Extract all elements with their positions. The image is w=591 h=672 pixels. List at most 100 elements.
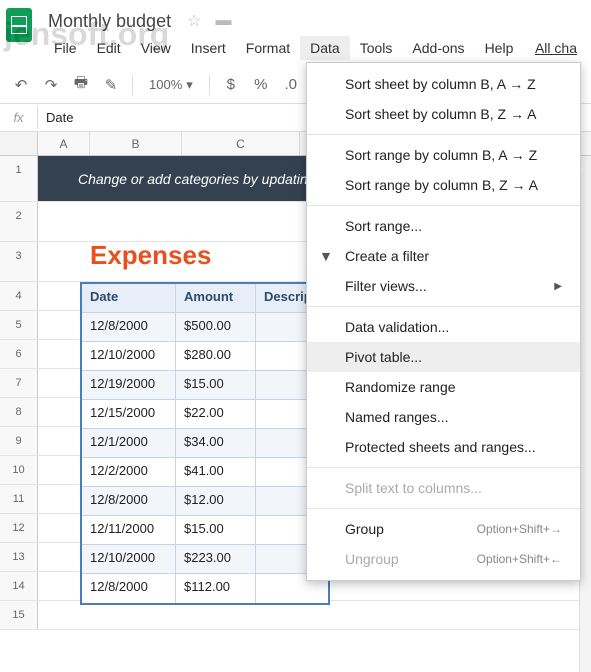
table-row[interactable]: 12/1/2000$34.00 <box>82 429 328 458</box>
table-row[interactable]: 12/19/2000$15.00 <box>82 371 328 400</box>
table-row[interactable]: 12/8/2000$500.00 <box>82 313 328 342</box>
cell-date[interactable]: 12/2/2000 <box>82 458 176 486</box>
table-header-row: Date Amount Descrip <box>82 284 328 313</box>
paint-format-icon[interactable]: ✎ <box>100 74 122 96</box>
th-amount[interactable]: Amount <box>176 284 256 312</box>
row-header[interactable]: 11 <box>0 485 38 513</box>
shortcut-label: Option+Shift+→ <box>477 522 562 536</box>
menu-named-ranges[interactable]: Named ranges... <box>307 402 580 432</box>
row-header[interactable]: 12 <box>0 514 38 542</box>
menu-create-filter[interactable]: ▼Create a filter <box>307 241 580 271</box>
table-row[interactable]: 12/8/2000$112.00 <box>82 574 328 603</box>
menu-help[interactable]: Help <box>475 36 524 60</box>
table-row[interactable]: 12/10/2000$280.00 <box>82 342 328 371</box>
star-icon[interactable]: ☆ <box>187 11 201 31</box>
menu-split-text: Split text to columns... <box>307 473 580 503</box>
cell-amount[interactable]: $112.00 <box>176 574 256 603</box>
title-icons: ☆ ▬ <box>187 11 231 31</box>
table-row[interactable]: 12/15/2000$22.00 <box>82 400 328 429</box>
cell-amount[interactable]: $280.00 <box>176 342 256 370</box>
percent-icon[interactable]: % <box>250 74 272 96</box>
cell-date[interactable]: 12/1/2000 <box>82 429 176 457</box>
doc-title[interactable]: Monthly budget <box>42 9 177 34</box>
cell-date[interactable]: 12/15/2000 <box>82 400 176 428</box>
menu-view[interactable]: View <box>131 36 181 60</box>
menu-sort-range-az[interactable]: Sort range by column B, A → Z <box>307 140 580 170</box>
separator <box>132 75 133 95</box>
col-header-c[interactable]: C <box>182 132 300 155</box>
cell-amount[interactable]: $22.00 <box>176 400 256 428</box>
menu-data-validation[interactable]: Data validation... <box>307 312 580 342</box>
select-all-corner[interactable] <box>0 132 38 155</box>
row-header[interactable]: 9 <box>0 427 38 455</box>
cell-amount[interactable]: $500.00 <box>176 313 256 341</box>
cell-date[interactable]: 12/8/2000 <box>82 574 176 603</box>
undo-icon[interactable]: ↶ <box>10 74 32 96</box>
menu-insert[interactable]: Insert <box>181 36 236 60</box>
menu-edit[interactable]: Edit <box>87 36 131 60</box>
menu-overflow[interactable]: All cha <box>535 40 585 56</box>
row-header[interactable]: 13 <box>0 543 38 571</box>
menu-protected[interactable]: Protected sheets and ranges... <box>307 432 580 462</box>
cell-date[interactable]: 12/11/2000 <box>82 516 176 544</box>
sheets-logo-icon[interactable] <box>6 8 32 42</box>
cell-date[interactable]: 12/19/2000 <box>82 371 176 399</box>
menu-sort-sheet-za[interactable]: Sort sheet by column B, Z → A <box>307 99 580 129</box>
menu-randomize[interactable]: Randomize range <box>307 372 580 402</box>
fx-value[interactable]: Date <box>38 106 81 129</box>
redo-icon[interactable]: ↷ <box>40 74 62 96</box>
cell-amount[interactable]: $41.00 <box>176 458 256 486</box>
row-header[interactable]: 5 <box>0 311 38 339</box>
currency-icon[interactable]: $ <box>220 74 242 96</box>
table-row[interactable]: 12/11/2000$15.00 <box>82 516 328 545</box>
menu-group[interactable]: Group Option+Shift+→ <box>307 514 580 544</box>
cell-date[interactable]: 12/10/2000 <box>82 342 176 370</box>
cell-amount[interactable]: $34.00 <box>176 429 256 457</box>
row-header[interactable]: 10 <box>0 456 38 484</box>
zoom-value: 100% <box>149 77 182 92</box>
section-title: Expenses <box>90 240 211 271</box>
menu-sort-range-za[interactable]: Sort range by column B, Z → A <box>307 170 580 200</box>
decimal-decrease-icon[interactable]: .0 <box>280 74 302 96</box>
chevron-down-icon: ▾ <box>186 77 193 93</box>
row-header[interactable]: 1 <box>0 156 38 201</box>
cell-date[interactable]: 12/8/2000 <box>82 487 176 515</box>
shortcut-label: Option+Shift+← <box>477 552 562 566</box>
menu-pivot-table[interactable]: Pivot table... <box>307 342 580 372</box>
print-icon[interactable]: 🖶 <box>70 74 92 96</box>
table-row[interactable]: 12/10/2000$223.00 <box>82 545 328 574</box>
row-header[interactable]: 4 <box>0 282 38 310</box>
expenses-table[interactable]: Date Amount Descrip 12/8/2000$500.00 12/… <box>80 282 330 605</box>
cell-date[interactable]: 12/8/2000 <box>82 313 176 341</box>
cell-amount[interactable]: $12.00 <box>176 487 256 515</box>
cell-amount[interactable]: $15.00 <box>176 516 256 544</box>
row-header[interactable]: 2 <box>0 202 38 241</box>
row-header[interactable]: 15 <box>0 601 38 629</box>
menu-label: Group <box>345 521 384 537</box>
menu-format[interactable]: Format <box>236 36 300 60</box>
menu-tools[interactable]: Tools <box>350 36 403 60</box>
cell-amount[interactable]: $223.00 <box>176 545 256 573</box>
row-header[interactable]: 8 <box>0 398 38 426</box>
col-header-a[interactable]: A <box>38 132 90 155</box>
row-header[interactable]: 3 <box>0 242 38 281</box>
row-header[interactable]: 14 <box>0 572 38 600</box>
cell-date[interactable]: 12/10/2000 <box>82 545 176 573</box>
menu-sort-range[interactable]: Sort range... <box>307 211 580 241</box>
menu-addons[interactable]: Add-ons <box>402 36 474 60</box>
menu-filter-views[interactable]: Filter views...▶ <box>307 271 580 301</box>
zoom-select[interactable]: 100% ▾ <box>143 77 199 93</box>
col-header-b[interactable]: B <box>90 132 182 155</box>
folder-icon[interactable]: ▬ <box>215 12 231 30</box>
menu-sort-sheet-az[interactable]: Sort sheet by column B, A → Z <box>307 69 580 99</box>
menu-data[interactable]: Data <box>300 36 350 60</box>
table-row[interactable]: 12/8/2000$12.00 <box>82 487 328 516</box>
row-header[interactable]: 6 <box>0 340 38 368</box>
th-date[interactable]: Date <box>82 284 176 312</box>
menu-file[interactable]: File <box>44 36 87 60</box>
row-header[interactable]: 7 <box>0 369 38 397</box>
cell-amount[interactable]: $15.00 <box>176 371 256 399</box>
table-row[interactable]: 12/2/2000$41.00 <box>82 458 328 487</box>
separator <box>209 75 210 95</box>
menu-separator <box>307 134 580 135</box>
